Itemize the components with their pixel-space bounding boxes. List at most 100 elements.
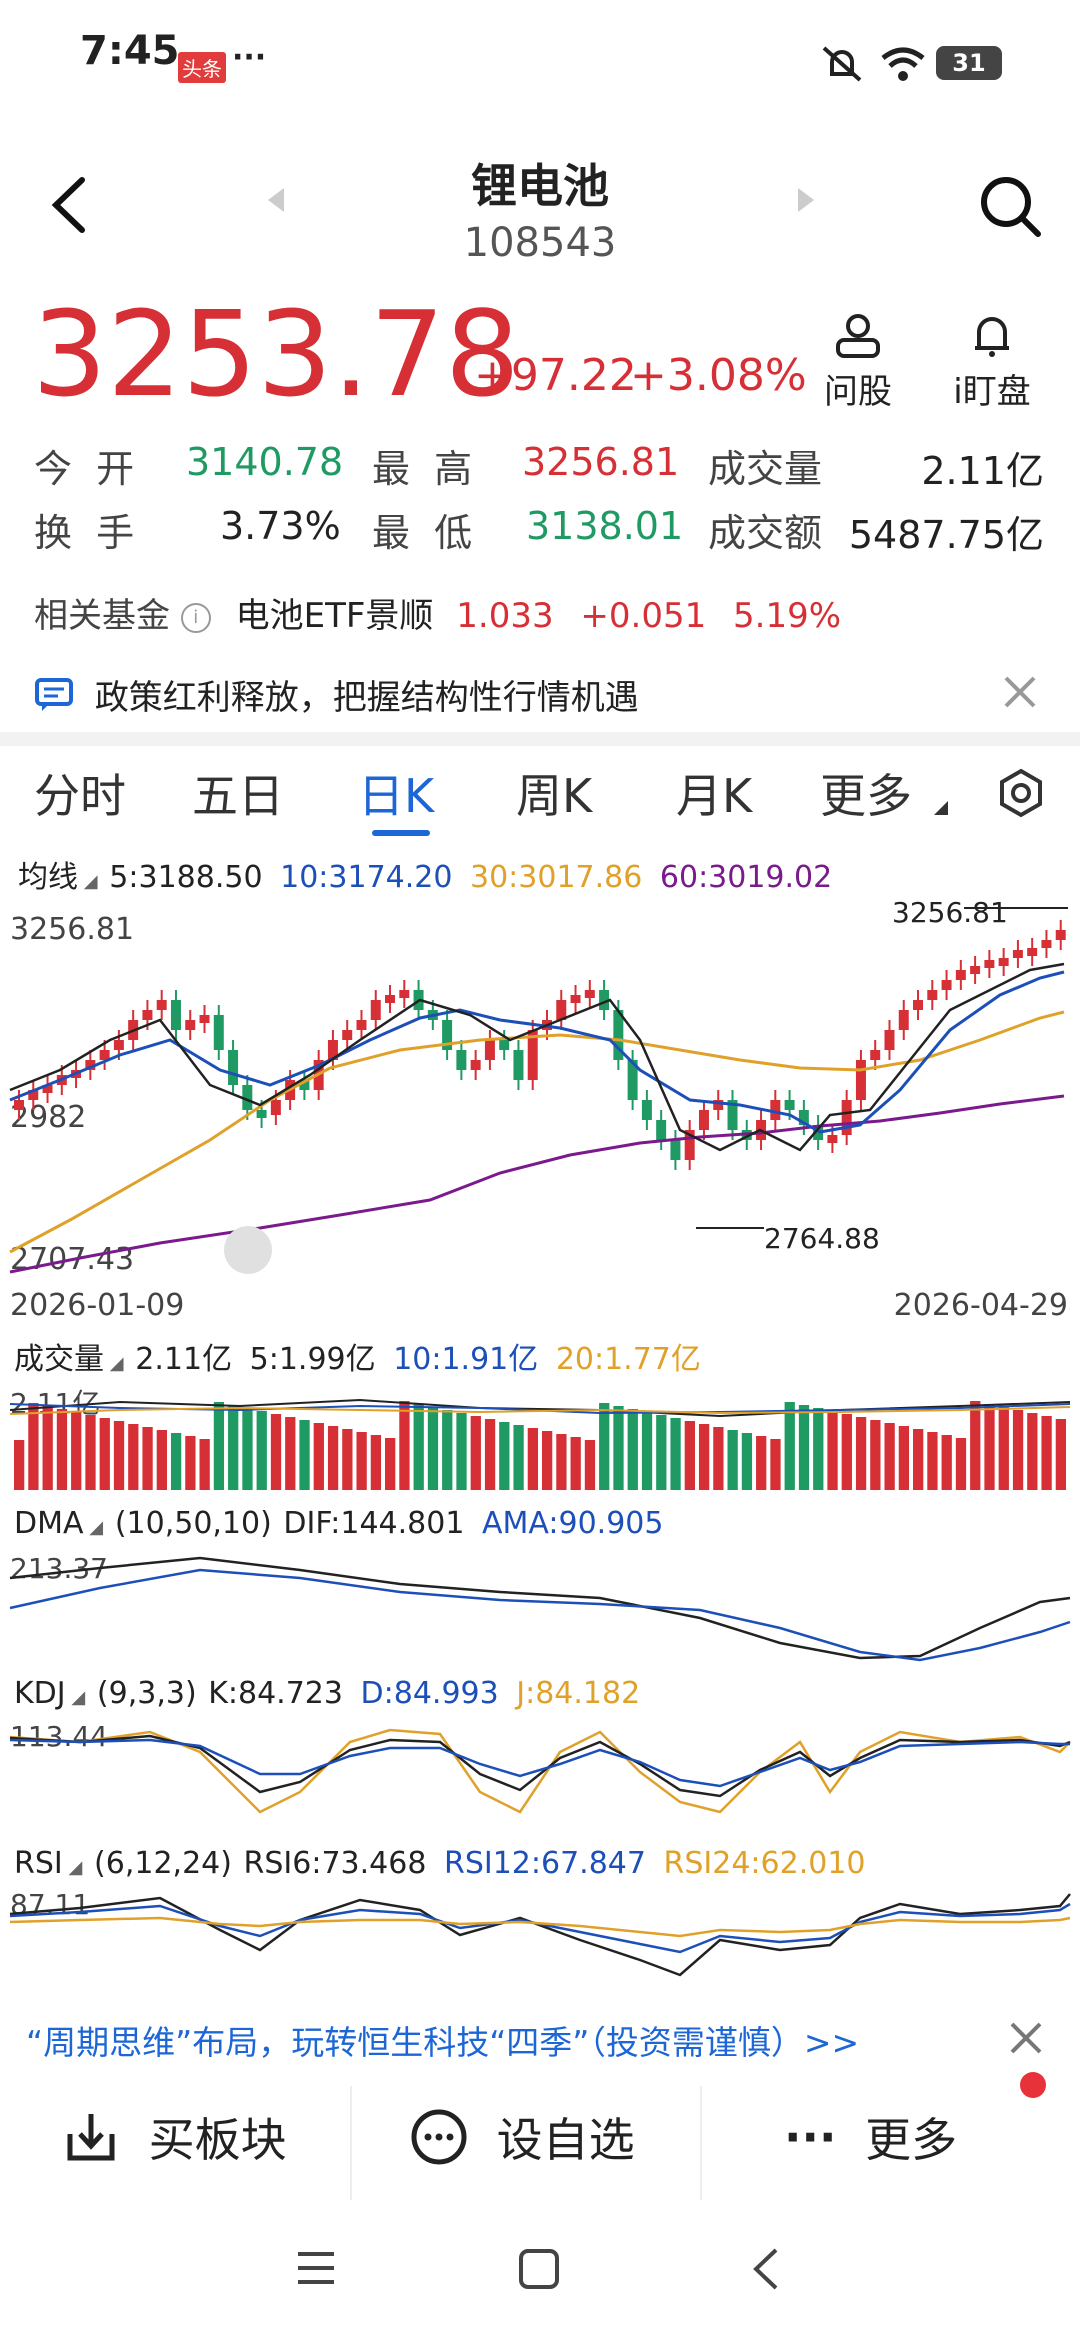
- volume-bar: [28, 1403, 39, 1490]
- ma-legend[interactable]: 均线 ◢ 5:3188.50 10:3174.20 30:3017.86 60:…: [18, 852, 832, 896]
- volume-ma10: 10:1.91亿: [393, 1342, 539, 1377]
- rsi12-line: [9, 1902, 1071, 1954]
- candle: [656, 1120, 667, 1140]
- price-change: +97.22: [474, 350, 637, 401]
- news-banner[interactable]: 政策红利释放，把握结构性行情机遇: [34, 670, 1034, 720]
- volume-current: 2.11亿: [135, 1342, 233, 1377]
- candle: [527, 1030, 538, 1080]
- dif-line: [9, 1556, 1071, 1660]
- add-watchlist-label: 设自选: [496, 2113, 635, 2167]
- search-icon[interactable]: [976, 172, 1046, 242]
- promo-banner[interactable]: “周期思维”布局，玩转恒生科技“四季”（投资需谨慎）>>: [26, 2023, 860, 2062]
- volume-bar: [827, 1411, 838, 1490]
- volume-bar: [256, 1411, 267, 1490]
- candle: [641, 1100, 652, 1120]
- nav-home-icon[interactable]: [518, 2248, 560, 2290]
- dma-legend[interactable]: DMA ◢ (10,50,10) DIF:144.801 AMA:90.905: [14, 1506, 663, 1541]
- fund-name: 电池ETF景顺: [235, 596, 434, 636]
- volume-bar: [427, 1407, 439, 1490]
- ask-stock-button[interactable]: 问股: [818, 312, 898, 412]
- volume-bar: [984, 1404, 995, 1490]
- candle: [399, 990, 410, 998]
- back-button[interactable]: [44, 170, 94, 240]
- volume-bar: [113, 1421, 125, 1490]
- kline-high-tag: 3256.81: [892, 896, 1008, 929]
- rsi-params: (6,12,24): [94, 1846, 232, 1881]
- watch-board-button[interactable]: i盯盘: [942, 312, 1042, 412]
- wifi-icon: [878, 44, 928, 84]
- kline-low-tag: 2764.88: [764, 1222, 880, 1255]
- candle: [484, 1040, 495, 1060]
- volume-bar: [228, 1405, 239, 1490]
- news-text: 政策红利释放，把握结构性行情机遇: [94, 678, 639, 718]
- candle: [599, 990, 610, 1010]
- ma60-line: [9, 1094, 1065, 1274]
- volume-chart[interactable]: [0, 1380, 1080, 1490]
- ma-caret-icon: ◢: [78, 871, 104, 892]
- volume-bar: [613, 1406, 624, 1490]
- tab-monthly-k[interactable]: 月K: [676, 769, 753, 823]
- tab-weekly-k[interactable]: 周K: [516, 769, 593, 823]
- ask-stock-label: 问股: [824, 372, 892, 412]
- promo-close-icon[interactable]: [1006, 2018, 1046, 2058]
- candle: [984, 960, 995, 968]
- fund-price: 1.033: [456, 596, 554, 636]
- candle: [1027, 948, 1038, 956]
- nav-menu-icon[interactable]: [294, 2248, 338, 2288]
- candle: [14, 1100, 24, 1110]
- more-actions-button[interactable]: ··· 更多: [784, 2104, 957, 2174]
- nav-back-icon[interactable]: [748, 2244, 784, 2294]
- open-value: 3140.78: [186, 440, 344, 484]
- ma30-line: [9, 1010, 1065, 1254]
- volume-indicator-label: 成交量: [14, 1342, 104, 1377]
- volume-bar: [56, 1409, 68, 1490]
- volume-bar: [270, 1414, 282, 1490]
- volume-legend[interactable]: 成交量 ◢ 2.11亿 5:1.99亿 10:1.91亿 20:1.77亿: [14, 1334, 701, 1378]
- candle: [627, 1060, 638, 1100]
- tab-intraday[interactable]: 分时: [34, 769, 126, 823]
- volume-bar: [99, 1418, 110, 1490]
- candle: [213, 1015, 224, 1050]
- volume-bar: [170, 1433, 182, 1490]
- kline-chart[interactable]: [0, 900, 1080, 1285]
- volume-bar: [199, 1439, 210, 1490]
- rsi6-value: RSI6:73.468: [243, 1846, 427, 1881]
- add-watchlist-button[interactable]: 设自选: [410, 2104, 635, 2174]
- related-fund-label: 相关基金: [34, 596, 170, 636]
- candle: [113, 1040, 124, 1050]
- volume-bar: [242, 1408, 253, 1490]
- tab-daily-k[interactable]: 日K: [358, 769, 435, 823]
- kdj-legend[interactable]: KDJ ◢ (9,3,3) K:84.723 D:84.993 J:84.182: [14, 1676, 640, 1711]
- related-fund-row[interactable]: 相关基金 i 电池ETF景顺 1.033 +0.051 5.19%: [34, 588, 1034, 638]
- candle: [1041, 940, 1052, 948]
- next-stock-arrow[interactable]: [794, 186, 818, 214]
- volume-bar: [484, 1419, 496, 1490]
- bell-icon: [975, 317, 1009, 357]
- battery-icon: 31: [936, 46, 1002, 80]
- rsi-legend[interactable]: RSI ◢ (6,12,24) RSI6:73.468 RSI12:67.847…: [14, 1846, 866, 1881]
- candle: [955, 970, 966, 980]
- volume-ma20-line: [9, 1406, 1071, 1415]
- candle: [470, 1060, 481, 1070]
- tab-five-day[interactable]: 五日: [192, 769, 284, 823]
- volume-value: 2.11亿: [921, 449, 1044, 493]
- news-close-icon[interactable]: [1000, 672, 1040, 712]
- chart-toggle-icon[interactable]: [224, 1226, 272, 1274]
- volume-bar: [513, 1425, 524, 1490]
- candle: [270, 1100, 281, 1115]
- tab-more[interactable]: 更多: [820, 769, 912, 823]
- volume-bar: [456, 1413, 467, 1490]
- candle: [156, 1000, 167, 1010]
- volume-bar: [542, 1431, 553, 1490]
- more-dots-icon: ···: [784, 2110, 837, 2164]
- volume-bar: [698, 1424, 710, 1490]
- rsi24-line: [9, 1916, 1071, 1938]
- candle: [727, 1100, 738, 1130]
- prev-stock-arrow[interactable]: [264, 186, 288, 214]
- kdj-k: K:84.723: [208, 1676, 343, 1711]
- low-label: 最 低: [372, 511, 473, 555]
- ma5-line: [9, 962, 1065, 1152]
- candle: [556, 1000, 567, 1020]
- buy-sector-button[interactable]: 买板块: [64, 2104, 287, 2174]
- chart-settings-icon[interactable]: [996, 768, 1046, 818]
